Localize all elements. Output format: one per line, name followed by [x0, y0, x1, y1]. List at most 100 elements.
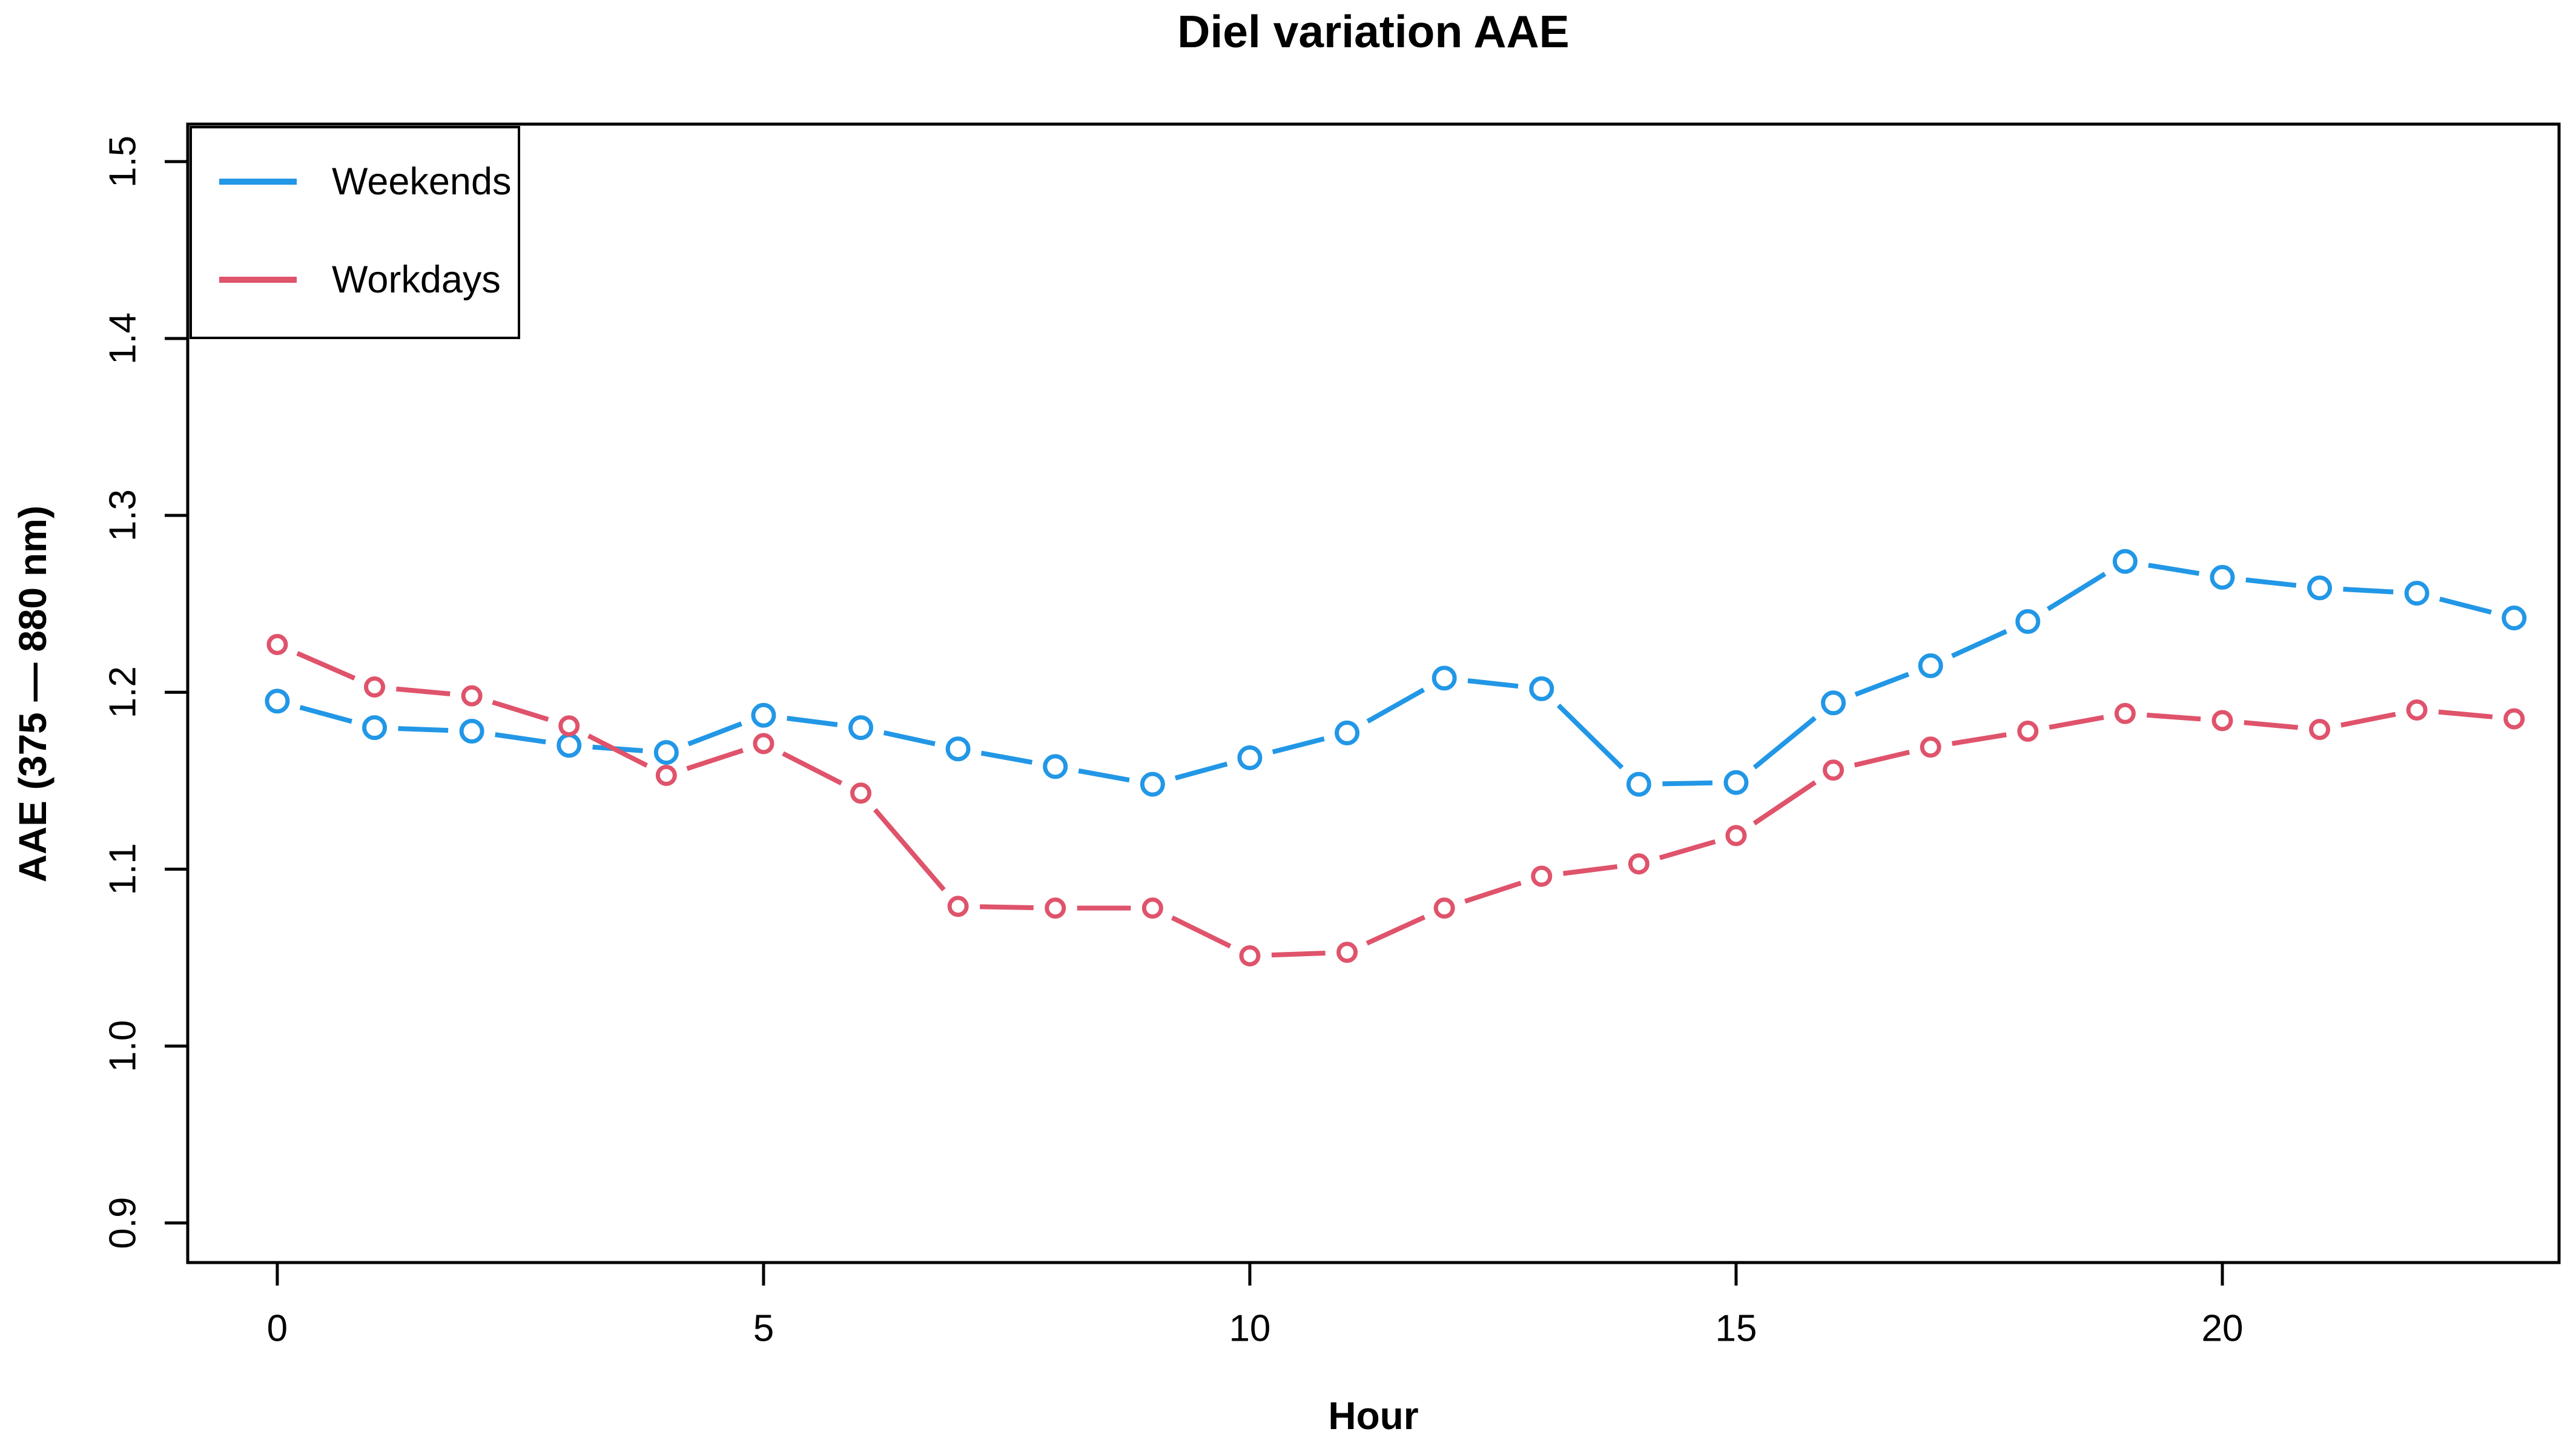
series-line-segment — [396, 686, 451, 696]
data-point-weekends-h5 — [751, 702, 776, 728]
data-point-workdays-h15 — [1725, 825, 1747, 847]
series-line-segment — [1174, 761, 1228, 781]
data-point-workdays-h6 — [850, 782, 872, 804]
data-point-weekends-h23 — [2502, 606, 2527, 631]
x-tick-label: 20 — [2202, 1308, 2244, 1350]
legend-box — [190, 126, 520, 339]
series-line-segment — [1951, 629, 2007, 658]
series-line-segment — [2343, 587, 2394, 595]
series-line-segment — [1854, 750, 1911, 768]
legend: Weekends Workdays — [190, 126, 520, 339]
data-point-weekends-h10 — [1237, 745, 1263, 770]
series-line-segment — [2438, 709, 2493, 719]
data-point-workdays-h23 — [2503, 708, 2525, 730]
x-tick-label: 15 — [1715, 1308, 1757, 1350]
data-point-weekends-h14 — [1626, 771, 1651, 797]
series-line-segment — [299, 705, 352, 724]
data-point-workdays-h2 — [461, 685, 483, 707]
data-point-weekends-h8 — [1043, 754, 1068, 779]
series-line-segment — [980, 750, 1033, 765]
x-axis-title: Hour — [1328, 1394, 1418, 1438]
legend-label-workdays: Workdays — [332, 259, 501, 301]
series-line-segment — [1467, 678, 1519, 689]
series-line-segment — [1562, 864, 1618, 876]
series-line-segment — [1366, 687, 1425, 724]
data-point-weekends-h4 — [653, 740, 679, 765]
data-point-workdays-h5 — [753, 733, 774, 755]
series-workdays — [266, 633, 2525, 966]
series-line-segment — [1662, 780, 1713, 787]
plot-box — [186, 122, 2561, 1264]
data-point-workdays-h12 — [1433, 897, 1455, 919]
data-point-weekends-h12 — [1432, 665, 1457, 691]
data-point-workdays-h22 — [2406, 699, 2428, 721]
series-line-segment — [2049, 715, 2104, 730]
data-point-weekends-h18 — [2015, 609, 2041, 634]
data-point-weekends-h0 — [265, 688, 290, 714]
data-point-workdays-h20 — [2211, 710, 2233, 731]
series-line-segment — [1752, 716, 1817, 770]
x-tick-label: 0 — [267, 1308, 288, 1350]
data-point-weekends-h2 — [459, 719, 484, 744]
series-line-segment — [2147, 712, 2201, 722]
x-tick-label: 10 — [1229, 1308, 1270, 1350]
data-point-workdays-h8 — [1045, 897, 1066, 919]
x-tick-label: 5 — [753, 1308, 774, 1350]
series-line-segment — [1659, 839, 1716, 860]
data-point-workdays-h10 — [1239, 945, 1261, 966]
data-point-workdays-h0 — [266, 633, 288, 655]
data-point-weekends-h22 — [2404, 581, 2429, 606]
y-tick-label: 1.5 — [102, 136, 144, 188]
series-line-segment — [782, 751, 843, 785]
data-point-weekends-h11 — [1335, 720, 1360, 745]
data-point-workdays-h11 — [1336, 942, 1358, 963]
series-line-segment — [1171, 915, 1232, 949]
y-tick-label: 1.0 — [102, 1020, 144, 1072]
y-tick-label: 0.9 — [102, 1197, 144, 1249]
data-point-weekends-h6 — [848, 715, 874, 741]
y-tick-label: 1.4 — [102, 312, 144, 365]
data-point-workdays-h18 — [2017, 721, 2039, 742]
series-line-segment — [873, 808, 946, 891]
series-line-segment — [1854, 672, 1910, 697]
series-line-segment — [1464, 880, 1522, 904]
data-point-weekends-h21 — [2307, 575, 2333, 601]
series-line-segment — [687, 721, 742, 747]
series-line-segment — [1752, 780, 1817, 826]
legend-label-weekends: Weekends — [332, 160, 512, 203]
data-point-weekends-h17 — [1918, 653, 1943, 678]
series-line-segment — [1078, 768, 1130, 783]
data-point-workdays-h4 — [655, 765, 677, 787]
data-point-weekends-h7 — [945, 736, 971, 762]
series-line-segment — [2046, 572, 2107, 612]
series-layer — [265, 549, 2527, 966]
data-point-workdays-h17 — [1920, 736, 1941, 758]
data-point-weekends-h16 — [1821, 690, 1846, 716]
data-point-weekends-h1 — [362, 715, 388, 741]
y-axis-title: AAE (375 — 880 nm) — [11, 506, 54, 882]
series-line-segment — [2340, 712, 2396, 728]
data-point-workdays-h19 — [2114, 702, 2136, 724]
series-line-segment — [1366, 914, 1426, 946]
data-point-workdays-h1 — [364, 676, 386, 698]
data-point-weekends-h19 — [2112, 549, 2138, 574]
chart-title: Diel variation AAE — [1177, 6, 1569, 57]
data-point-workdays-h14 — [1628, 853, 1650, 875]
series-line-segment — [1271, 950, 1326, 958]
series-line-segment — [2244, 720, 2299, 730]
data-point-weekends-h3 — [556, 733, 582, 758]
data-point-workdays-h13 — [1531, 865, 1553, 887]
data-point-weekends-h13 — [1529, 676, 1554, 701]
y-tick-label: 1.3 — [102, 489, 144, 541]
series-line-segment — [686, 748, 744, 771]
data-point-weekends-h15 — [1723, 770, 1749, 795]
series-line-segment — [2245, 577, 2297, 588]
series-line-segment — [2148, 563, 2200, 576]
y-tick-label: 1.2 — [102, 666, 144, 718]
series-line-segment — [492, 699, 549, 722]
series-line-segment — [1952, 732, 2007, 746]
series-line-segment — [587, 733, 649, 768]
series-weekends — [265, 549, 2527, 797]
series-line-segment — [787, 716, 838, 727]
